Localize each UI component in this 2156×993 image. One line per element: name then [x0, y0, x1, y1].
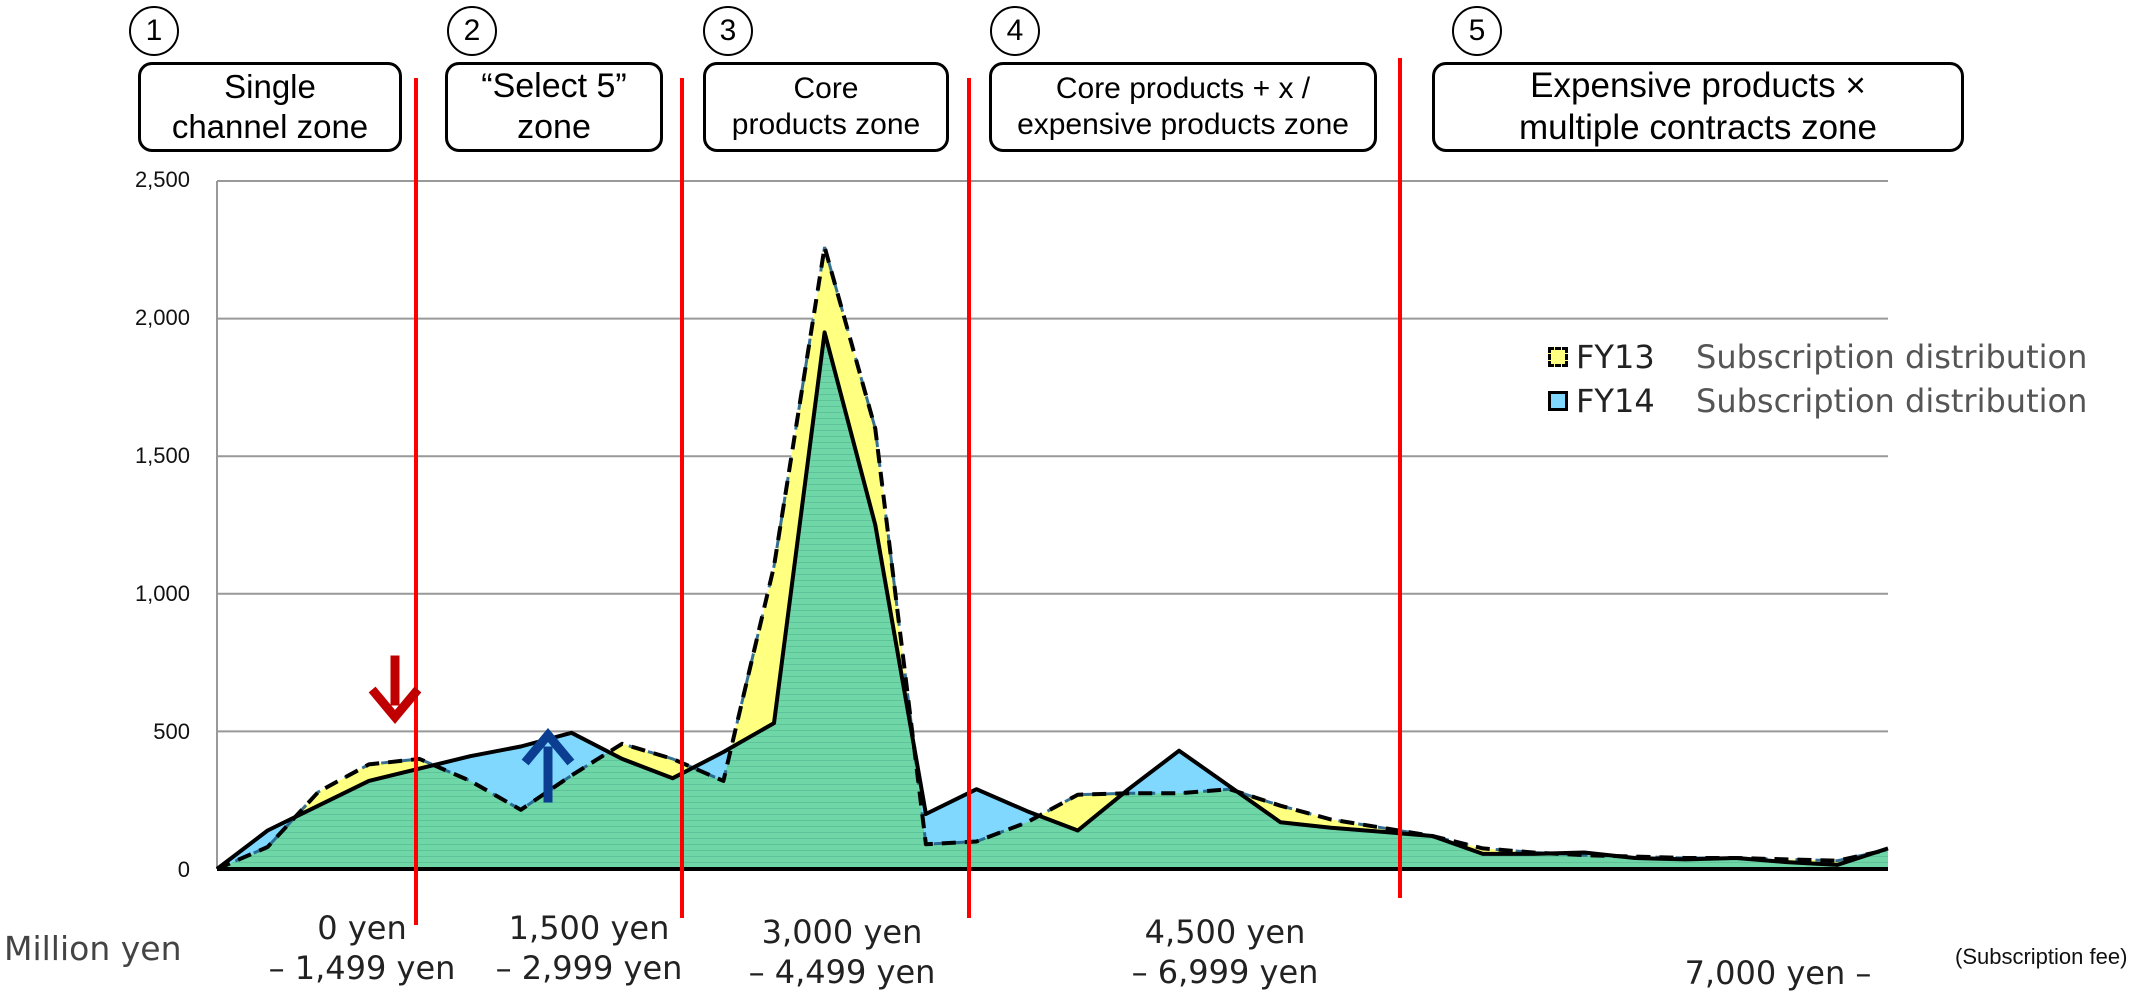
decrease-arrow — [368, 655, 422, 725]
legend-label-fy13: FY13 — [1576, 338, 1655, 376]
legend-swatch-fy13 — [1548, 347, 1568, 367]
y-tick-label: 2,500 — [134, 167, 190, 192]
fee-range-label-3: 3,000 yen – 4,499 yen — [748, 913, 936, 991]
legend-desc-fy13: Subscription distribution — [1696, 338, 2088, 376]
zone-1-number: 1 — [129, 6, 179, 56]
legend-desc-fy14: Subscription distribution — [1696, 382, 2088, 420]
legend-label-fy14: FY14 — [1576, 382, 1655, 420]
zone-4-label: Core products + x / expensive products z… — [989, 62, 1377, 152]
legend-item-fy14: FY14 Subscription distribution — [1548, 382, 2087, 420]
x-axis-unit-label: (Subscription fee) — [1955, 944, 2128, 969]
legend-swatch-fy14 — [1548, 391, 1568, 411]
y-tick-label: 2,000 — [134, 305, 190, 330]
y-tick-label: 0 — [177, 857, 190, 882]
legend-item-fy13: FY13 Subscription distribution — [1548, 338, 2087, 376]
y-axis-unit-label: Million yen — [4, 929, 182, 968]
fee-range-label-2: 1,500 yen – 2,999 yen — [495, 909, 683, 987]
y-tick-label: 1,500 — [134, 443, 190, 468]
zone-5-number: 5 — [1452, 6, 1502, 56]
zone-2-number: 2 — [447, 6, 497, 56]
fee-range-label-1: 0 yen – 1,499 yen — [268, 909, 456, 987]
area-overlap — [217, 332, 1888, 869]
fee-range-label-4: 4,500 yen – 6,999 yen — [1131, 913, 1319, 991]
zone-4-number: 4 — [990, 6, 1040, 56]
line-fy13 — [216, 245, 1889, 871]
y-tick-label: 1,000 — [134, 581, 190, 606]
zone-5-label: Expensive products × multiple contracts … — [1432, 62, 1964, 152]
line-fy14 — [215, 330, 1889, 871]
increase-arrow — [521, 727, 575, 803]
zone-3-number: 3 — [703, 6, 753, 56]
fee-range-label-5: 7,000 yen – — [1684, 954, 1872, 992]
zone-3-label: Core products zone — [703, 62, 949, 152]
zone-2-label: “Select 5” zone — [445, 62, 663, 152]
y-tick-label: 500 — [153, 719, 190, 744]
zone-1-label: Single channel zone — [138, 62, 402, 152]
